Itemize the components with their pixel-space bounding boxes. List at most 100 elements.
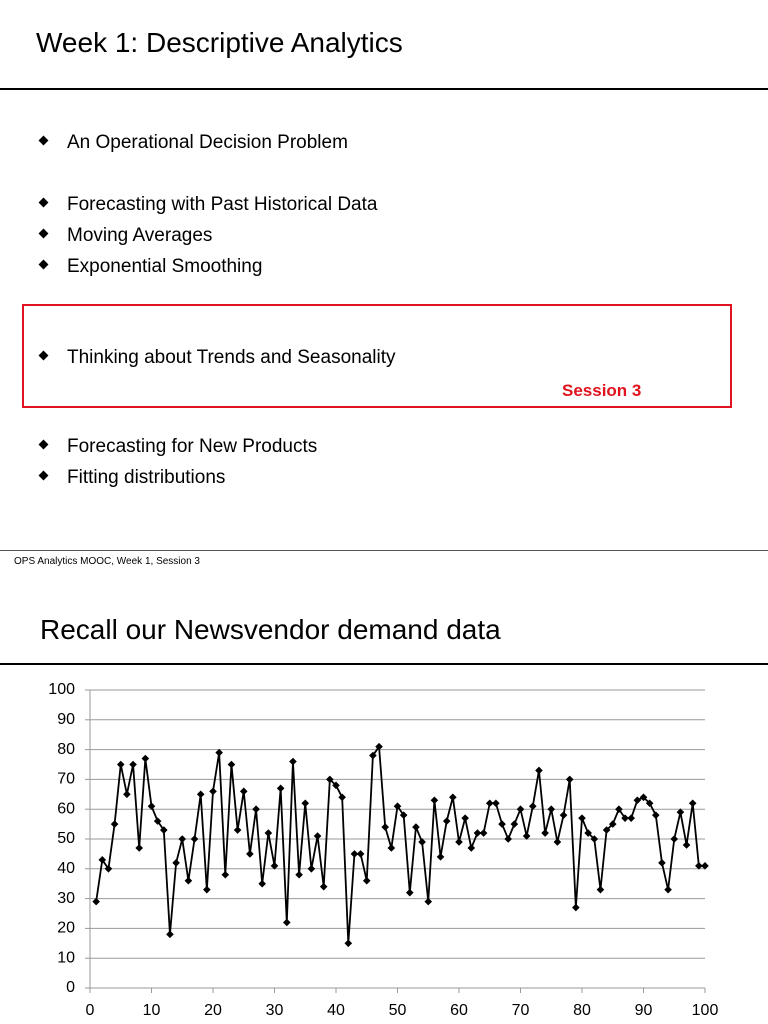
data-point — [596, 885, 605, 894]
x-tick-label: 60 — [450, 1002, 468, 1019]
footer: OPS Analytics MOOC, Week 1, Session 3 — [14, 556, 200, 567]
data-point — [203, 885, 211, 894]
data-point — [381, 823, 389, 831]
data-point — [289, 757, 297, 766]
data-point — [141, 754, 150, 763]
data-point — [430, 796, 439, 805]
data-point — [473, 829, 482, 837]
data-point — [553, 838, 562, 846]
y-tick-label: 60 — [57, 800, 75, 817]
slide-title: Week 1: Descriptive Analytics — [36, 27, 403, 58]
data-point — [307, 865, 316, 873]
data-point — [492, 799, 500, 808]
data-point — [436, 853, 445, 861]
data-point — [393, 802, 402, 811]
data-point — [516, 805, 525, 813]
bullet: Forecasting for New Products — [40, 436, 317, 458]
data-point — [295, 870, 303, 879]
data-point — [110, 820, 119, 828]
data-point — [338, 793, 346, 802]
bullet: Moving Averages — [40, 225, 212, 247]
data-point — [522, 832, 531, 840]
data-point — [652, 811, 660, 819]
data-point — [283, 918, 291, 927]
data-point — [276, 784, 285, 793]
data-point — [676, 808, 685, 816]
data-point — [129, 760, 137, 769]
bullet: An Operational Decision Problem — [40, 132, 348, 154]
data-point — [658, 859, 666, 867]
highlight-box — [22, 304, 732, 408]
data-point — [510, 820, 519, 828]
data-point — [166, 930, 174, 939]
bullet: Exponential Smoothing — [40, 256, 262, 278]
data-point — [92, 897, 100, 906]
data-point — [104, 865, 113, 873]
bullet: Forecasting with Past Historical Data — [40, 194, 377, 216]
data-point — [252, 805, 260, 813]
data-point — [572, 903, 580, 912]
data-point — [160, 826, 168, 834]
data-point — [608, 820, 617, 828]
data-point — [621, 814, 629, 822]
data-point — [412, 823, 420, 831]
data-point — [190, 835, 199, 843]
data-point — [239, 787, 248, 796]
x-tick-label: 10 — [143, 1002, 161, 1019]
x-tick-label: 80 — [573, 1002, 591, 1019]
data-point — [504, 835, 512, 843]
data-point — [424, 897, 433, 906]
y-tick-label: 10 — [57, 949, 75, 966]
data-point — [116, 760, 125, 769]
data-point — [369, 751, 377, 760]
data-point — [682, 841, 691, 849]
data-point — [461, 814, 469, 822]
data-point — [246, 850, 254, 858]
data-point — [455, 838, 463, 846]
data-point — [529, 802, 537, 811]
data-point — [135, 844, 143, 852]
data-point — [418, 838, 426, 846]
rule — [0, 663, 768, 665]
data-point — [301, 799, 310, 808]
slide-title: Recall our Newsvendor demand data — [40, 614, 501, 645]
bullet: Fitting distributions — [40, 467, 225, 489]
y-tick-label: 30 — [57, 890, 75, 907]
data-point — [590, 835, 599, 843]
y-tick-label: 0 — [66, 979, 75, 996]
x-tick-label: 50 — [389, 1002, 407, 1019]
data-point — [498, 820, 506, 828]
data-point — [344, 939, 353, 948]
data-point — [547, 805, 556, 813]
data-point — [565, 775, 574, 784]
data-point — [449, 793, 457, 802]
rule — [0, 88, 768, 90]
data-point — [387, 844, 396, 852]
y-tick-label: 80 — [57, 741, 75, 758]
data-point — [602, 826, 611, 834]
data-point — [172, 859, 180, 867]
data-point — [123, 790, 131, 799]
x-tick-label: 70 — [512, 1002, 530, 1019]
data-point — [147, 802, 156, 811]
chart: 0 10 20 30 40 50 60 70 80 90 100 0 10 20 30 40 50 60 70 80 9… — [48, 681, 718, 1019]
data-point — [615, 805, 623, 813]
data-point — [209, 787, 217, 796]
data-point — [184, 876, 193, 885]
data-point — [264, 829, 273, 837]
data-point — [639, 793, 648, 802]
data-point — [701, 862, 709, 870]
data-point — [319, 882, 328, 891]
x-tick-label: 40 — [327, 1002, 345, 1019]
data-point — [664, 885, 672, 894]
data-point — [326, 775, 334, 784]
data-point — [535, 766, 543, 775]
data-point — [221, 870, 230, 879]
data-point — [559, 811, 568, 819]
data-point — [467, 844, 476, 852]
data-point — [258, 879, 266, 888]
data-point — [178, 835, 187, 843]
session-label: Session 3 — [562, 381, 642, 400]
x-tick-label: 0 — [86, 1002, 95, 1019]
